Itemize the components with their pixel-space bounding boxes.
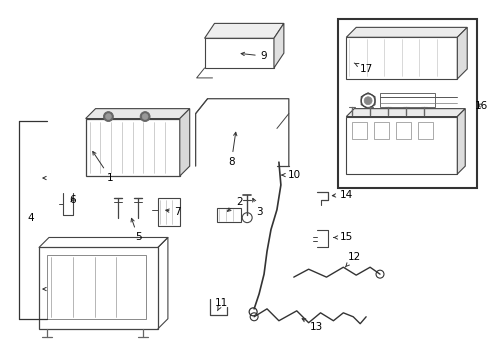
Bar (417, 122, 432, 139)
Text: 4: 4 (28, 213, 34, 223)
Polygon shape (456, 109, 464, 174)
Polygon shape (346, 109, 464, 117)
Text: 11: 11 (214, 298, 227, 311)
Bar (346, 37, 456, 79)
Circle shape (105, 114, 111, 120)
Text: 8: 8 (227, 132, 236, 167)
Text: 15: 15 (333, 233, 352, 243)
Bar (204, 38, 273, 68)
Text: 14: 14 (332, 190, 352, 200)
Text: 6: 6 (69, 195, 76, 205)
Text: 16: 16 (473, 101, 487, 111)
Circle shape (364, 97, 371, 105)
Text: 12: 12 (345, 252, 360, 267)
Bar (346, 117, 456, 174)
Polygon shape (346, 27, 466, 37)
Text: 7: 7 (165, 207, 181, 217)
Bar (373, 122, 388, 139)
Text: 17: 17 (353, 63, 372, 74)
Bar (217, 208, 241, 222)
Text: 3: 3 (252, 198, 262, 217)
Bar (85, 118, 180, 176)
Text: 13: 13 (302, 319, 323, 332)
Text: 5: 5 (131, 219, 141, 243)
Bar (395, 122, 410, 139)
Text: 2: 2 (227, 197, 242, 211)
Circle shape (142, 114, 148, 120)
Text: 9: 9 (241, 51, 267, 61)
Text: 1: 1 (93, 152, 114, 183)
Bar (39, 247, 158, 329)
Polygon shape (204, 23, 284, 38)
Bar (47, 255, 146, 319)
Circle shape (140, 112, 150, 122)
Polygon shape (85, 109, 189, 118)
Polygon shape (180, 109, 189, 176)
Polygon shape (273, 23, 284, 68)
Circle shape (103, 112, 113, 122)
Bar (379, 93, 434, 107)
Bar (158, 198, 180, 226)
Bar (351, 122, 366, 139)
Polygon shape (456, 27, 466, 79)
Text: 10: 10 (282, 170, 301, 180)
Bar (338, 19, 476, 188)
